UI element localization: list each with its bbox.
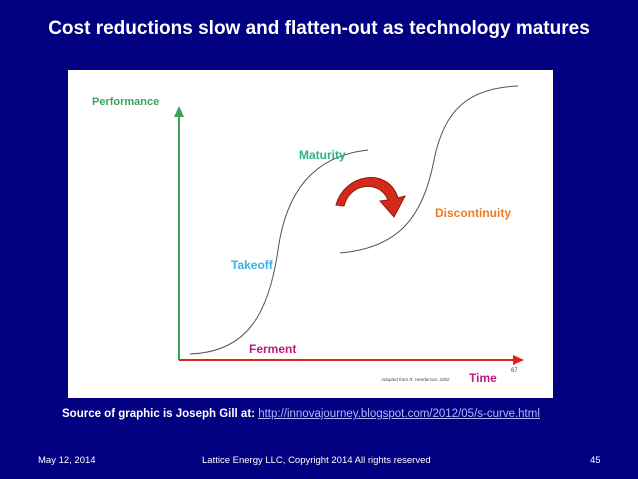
first-s-curve	[189, 149, 369, 355]
y-axis-label: Performance	[92, 96, 159, 108]
discontinuity-arrow	[335, 177, 406, 218]
phase-label-takeoff: Takeoff	[231, 258, 274, 272]
phase-label-discontinuity: Discontinuity	[435, 206, 511, 220]
footer-page-number: 45	[590, 455, 601, 466]
footer-date: May 12, 2014	[38, 455, 96, 466]
x-axis-label: Time	[469, 371, 497, 385]
phase-label-maturity: Maturity	[299, 148, 346, 162]
y-axis-arrowhead	[174, 106, 184, 117]
s-curve-diagram: Performance Time Ferment Takeoff Maturit…	[92, 85, 524, 385]
phase-label-ferment: Ferment	[249, 342, 296, 356]
attribution-note: Adapted from R. Henderson, 2002	[380, 377, 450, 382]
s-curve-figure: Performance Time Ferment Takeoff Maturit…	[68, 70, 553, 398]
source-link[interactable]: http://innovajourney.blogspot.com/2012/0…	[258, 408, 540, 420]
page-reference: 67	[511, 368, 518, 374]
source-note: Source of graphic is Joseph Gill at: htt…	[62, 408, 540, 420]
second-s-curve	[339, 85, 519, 254]
footer-copyright: Lattice Energy LLC, Copyright 2014 All r…	[202, 455, 431, 466]
slide-title: Cost reductions slow and flatten-out as …	[48, 18, 590, 39]
x-axis-arrowhead	[513, 355, 524, 365]
source-lead: Source of graphic is Joseph Gill at:	[62, 408, 255, 420]
